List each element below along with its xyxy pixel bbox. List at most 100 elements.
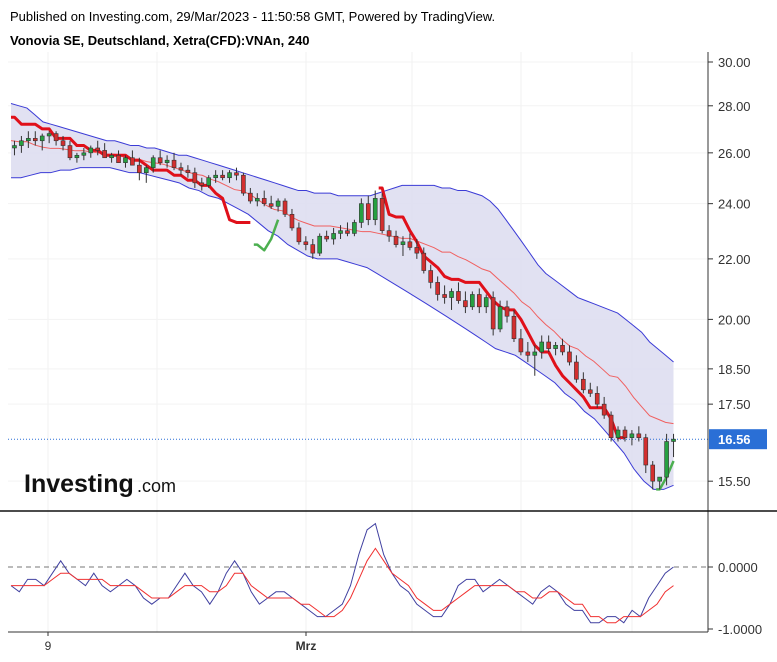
candle — [470, 291, 475, 310]
bull-candle-body — [497, 306, 503, 330]
bear-candle-body — [365, 203, 371, 221]
bear-candle-body — [442, 294, 447, 298]
price-tick-label: 28.00 — [718, 99, 751, 114]
candle — [81, 147, 87, 161]
oscillator-line-red — [11, 547, 674, 624]
bear-candle-body — [137, 164, 142, 173]
candle — [608, 411, 614, 442]
bear-candle-body — [567, 351, 572, 363]
candle — [615, 426, 621, 442]
candle — [518, 328, 524, 356]
supertrend-down-segment — [11, 115, 251, 224]
bull-candle-body — [26, 138, 31, 142]
bull-candle-body — [19, 140, 24, 146]
logo-brand: Investing — [24, 470, 134, 498]
candle — [227, 170, 232, 183]
candle — [102, 143, 107, 159]
bear-candle-body — [463, 300, 468, 308]
bear-candle-body — [601, 403, 607, 416]
time-axis[interactable]: 9 Mrz — [45, 632, 317, 653]
bull-candle-body — [254, 198, 260, 202]
bull-candle-body — [317, 235, 323, 254]
candle — [241, 172, 246, 196]
candle — [261, 190, 267, 207]
bull-candle-body — [532, 351, 538, 356]
candle — [650, 461, 656, 490]
candle — [123, 155, 128, 168]
bear-candle-body — [574, 361, 579, 380]
bollinger-band — [10, 103, 674, 490]
candle — [157, 150, 163, 166]
oscillator-pane — [8, 522, 708, 624]
bull-candle-body — [46, 133, 52, 137]
bull-candle-body — [88, 147, 94, 154]
candle — [594, 386, 600, 408]
bear-candle-body — [60, 140, 66, 146]
bear-candle-body — [622, 429, 628, 438]
bear-candle-body — [525, 351, 531, 356]
candle — [185, 165, 191, 178]
bear-candle-body — [241, 174, 246, 194]
oscillator-line-blue — [10, 522, 674, 624]
price-tick-label: 20.00 — [718, 312, 751, 327]
candle — [463, 291, 468, 314]
bear-candle-body — [178, 167, 184, 171]
oscillator-axis[interactable]: 0.0000 -1.0000 — [708, 560, 762, 637]
candle — [178, 162, 184, 176]
bear-candle-body — [220, 174, 225, 179]
candle — [143, 165, 149, 183]
bull-candle-body — [331, 233, 336, 240]
bull-candle-body — [81, 152, 87, 156]
candle — [497, 300, 503, 333]
bear-candle-body — [490, 297, 496, 330]
candle — [289, 208, 295, 231]
candle — [95, 140, 101, 156]
bull-candle-body — [164, 159, 170, 163]
bear-candle-body — [268, 203, 274, 207]
candle — [386, 225, 392, 242]
candle — [282, 198, 288, 218]
price-axis[interactable]: 30.00 28.00 26.00 24.00 22.00 20.00 18.50 17.50… — [708, 55, 767, 489]
bear-candle-body — [379, 198, 385, 231]
bear-candle-body — [130, 157, 135, 166]
bull-candle-body — [39, 135, 45, 142]
bear-candle-body — [476, 294, 482, 308]
candle — [164, 155, 170, 168]
bear-candle-body — [32, 138, 38, 142]
candle — [67, 140, 73, 161]
candle — [254, 193, 260, 207]
candle — [150, 155, 156, 173]
supertrend-up-segment — [253, 219, 280, 252]
candle — [622, 426, 628, 442]
supertrend-line — [8, 115, 708, 491]
bear-candle-body — [248, 192, 253, 202]
bear-candle-body — [199, 182, 205, 186]
candle — [636, 426, 642, 442]
price-tick-label: 15.50 — [718, 474, 751, 489]
bear-candle-body — [456, 291, 461, 301]
candle — [490, 291, 496, 336]
bull-candle-body — [483, 297, 489, 308]
bull-candle-body — [359, 203, 364, 223]
supertrend-up-segment — [656, 460, 675, 491]
bull-candle-body — [338, 230, 343, 234]
candle — [248, 187, 253, 204]
candle — [74, 152, 80, 163]
bear-candle-body — [608, 414, 614, 438]
candle — [532, 345, 538, 376]
bear-candle-body — [261, 198, 267, 204]
bull-candle-body — [352, 222, 357, 234]
bull-candle-body — [449, 291, 454, 298]
candle — [303, 236, 309, 251]
bull-candle-body — [400, 241, 406, 245]
candle — [206, 175, 212, 188]
last-price-label: 16.56 — [718, 432, 751, 447]
candle — [296, 222, 302, 245]
oscillator-tick-label: 0.0000 — [718, 560, 758, 575]
bear-candle-body — [393, 235, 399, 245]
bull-candle-body — [143, 167, 149, 173]
bear-candle-body — [650, 464, 656, 482]
candle — [310, 238, 316, 259]
symbol-title: Vonovia SE, Deutschland, Xetra(CFD):VNAn… — [10, 33, 310, 48]
